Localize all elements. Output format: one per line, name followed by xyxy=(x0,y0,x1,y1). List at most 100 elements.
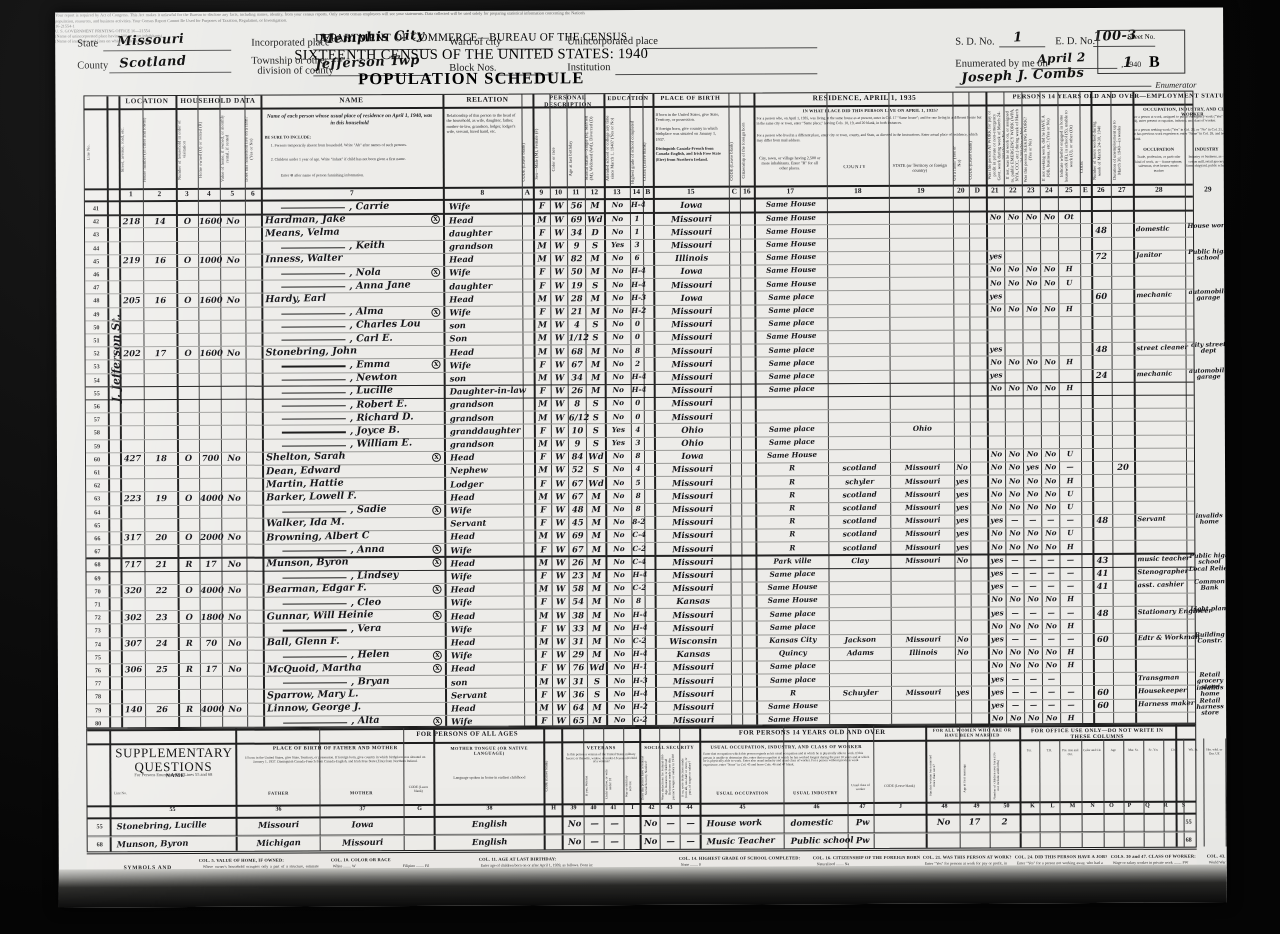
note-col5-head: COL. 5. VALUE OF HOME, IF OWNED: xyxy=(198,857,285,863)
group-location: LOCATION xyxy=(125,98,169,106)
person-name: Barker, Lowell F. xyxy=(266,490,357,504)
line-number: 78 xyxy=(94,693,102,701)
line-number: 56 xyxy=(93,403,100,411)
supp-cell: Pw xyxy=(855,816,870,828)
sheet-values: 1 B xyxy=(1098,54,1184,72)
note-col10-head: COL. 10. COLOR OR RACE xyxy=(330,857,391,863)
supp-h-usual-occ: USUAL OCCUPATION xyxy=(716,790,769,796)
colnum-21: 21 xyxy=(991,186,999,195)
colnum-10: 10 xyxy=(554,188,563,197)
supp-line-number: 55 xyxy=(96,823,103,831)
supp-h-ss3: If so, were deductions made from all, on… xyxy=(681,757,692,799)
line-number: 70 xyxy=(94,588,101,596)
ed-label: E. D. No. xyxy=(1055,36,1096,48)
supp-cell: No xyxy=(936,816,951,827)
supp-colnum: 41 xyxy=(610,805,617,812)
header-c18: COUNTY xyxy=(843,165,867,171)
colnum-5: 5 xyxy=(230,189,235,198)
person-name: Ball, Glenn F. xyxy=(266,635,340,649)
person-name: Dean, Edward xyxy=(265,464,341,477)
header-c15-l1: If born in the United States, give State… xyxy=(655,111,720,123)
supp-h-w50: Number of children ever born (Do not inc… xyxy=(993,751,1001,799)
supp-cell: No xyxy=(643,835,658,846)
informant-circle-icon: X xyxy=(432,545,442,555)
supp-colnum: Q xyxy=(1145,802,1150,809)
supp-colnum: 44 xyxy=(686,804,693,811)
colnum-13: 13 xyxy=(613,188,621,196)
colnum-9: 9 xyxy=(539,188,544,197)
header-c7-l1: 1. Persons temporarily absent from house… xyxy=(270,143,407,148)
supp-cell: — xyxy=(610,835,619,846)
ditto-mark xyxy=(281,246,346,249)
header-c24: If not seeking work, did he HAVE A JOB, … xyxy=(1041,115,1051,182)
svrule-codeH xyxy=(561,727,564,850)
person-given-name: , Newton xyxy=(349,371,398,384)
line-number: 59 xyxy=(93,442,101,450)
group-name: NAME xyxy=(339,96,364,105)
line-number: 63 xyxy=(94,495,101,503)
supp-h-usual-sub: Enter that occupation which this person … xyxy=(703,751,870,767)
ditto-mark xyxy=(281,312,346,315)
colnum-D: D xyxy=(974,186,981,195)
supp-cell: — xyxy=(610,818,619,829)
line-number: 75 xyxy=(94,654,101,662)
colnum-23: 23 xyxy=(1027,186,1035,195)
supp-grp-all-ages: FOR PERSONS OF ALL AGES xyxy=(416,730,519,738)
supp-cell: Pw xyxy=(855,834,870,845)
person-given-name: , Emma xyxy=(349,358,391,371)
svrule-lineno-r xyxy=(1175,724,1178,847)
colnum-4: 4 xyxy=(206,189,211,198)
person-given-name: , Robert E. xyxy=(349,397,408,411)
header-c21: Was this person AT WORK for pay or profi… xyxy=(987,110,1004,181)
header-c2: House number (in cities and towns) xyxy=(142,117,147,183)
header-codeB: CODE (Leave blank) xyxy=(642,142,647,182)
header-c25: Indicate whether engaged in home housewo… xyxy=(1059,110,1074,183)
supp-h-usual-cls: Usual class of worker xyxy=(851,783,870,791)
colnum-E: E xyxy=(1082,186,1088,194)
census-sheet: Your report is required by Act of Congre… xyxy=(55,7,1227,908)
line-number: 64 xyxy=(94,508,101,516)
supp-colnum: 38 xyxy=(486,805,493,812)
ditto-mark xyxy=(281,365,346,368)
supp-h-vet-war: War or military service xyxy=(625,775,633,797)
colnum-3: 3 xyxy=(184,189,189,198)
header-c13: Attended school or college any time sinc… xyxy=(605,115,615,181)
note-col21-head: COL. 21. WAS THIS PERSON AT WORK? xyxy=(922,854,1012,860)
supp-colnum: H xyxy=(551,805,556,812)
svrule-w48 xyxy=(959,725,961,848)
supp-cell: — xyxy=(590,818,599,829)
line-number: 77 xyxy=(94,680,102,688)
person-name: Stonebring, John xyxy=(265,345,358,359)
office-col-label: T.R. xyxy=(1046,748,1053,753)
supp-h-veterans: VETERANS xyxy=(586,745,616,751)
group-education: EDUCATION xyxy=(607,95,649,103)
line-number: 50 xyxy=(93,324,100,332)
person-given-name: , Alta xyxy=(351,715,380,727)
ditto-mark xyxy=(281,392,346,394)
header-c26: Number of hours worked during week of Ma… xyxy=(1092,121,1102,181)
supp-h-tongue-sub: Language spoken in home in earliest chil… xyxy=(453,775,526,780)
svrule-women xyxy=(925,725,928,848)
informant-circle-icon: X xyxy=(431,307,441,317)
header-c12: Marital status—Single (S), Married (M), … xyxy=(584,115,594,181)
header-c10: Color or race xyxy=(551,147,556,172)
supp-h-w49: Age at first marriage xyxy=(963,764,967,793)
header-c5: Value of home, if owned, or monthly rent… xyxy=(220,115,230,183)
colnum-7: 7 xyxy=(349,188,354,198)
person-name: Walker, Ida M. xyxy=(266,516,345,530)
enumerator-label: Enumerator xyxy=(1155,79,1197,90)
informant-circle-icon: X xyxy=(431,267,441,277)
supp-cell: No xyxy=(567,835,582,846)
person-name: Shelton, Sarah xyxy=(265,450,346,464)
supp-cell: Public school xyxy=(790,833,854,846)
person-name: Bearman, Edgar F. xyxy=(266,582,367,596)
supp-cell: English xyxy=(471,835,508,847)
person-name: Sparrow, Mary L. xyxy=(266,688,359,702)
group-household: HOUSEHOLD DATA xyxy=(180,97,256,106)
colnum-26: 26 xyxy=(1097,185,1105,194)
supp-colnum: 48 xyxy=(941,803,948,810)
ditto-mark xyxy=(282,682,347,684)
line-number: 41 xyxy=(92,205,100,213)
person-given-name: , Carl E. xyxy=(349,332,393,345)
